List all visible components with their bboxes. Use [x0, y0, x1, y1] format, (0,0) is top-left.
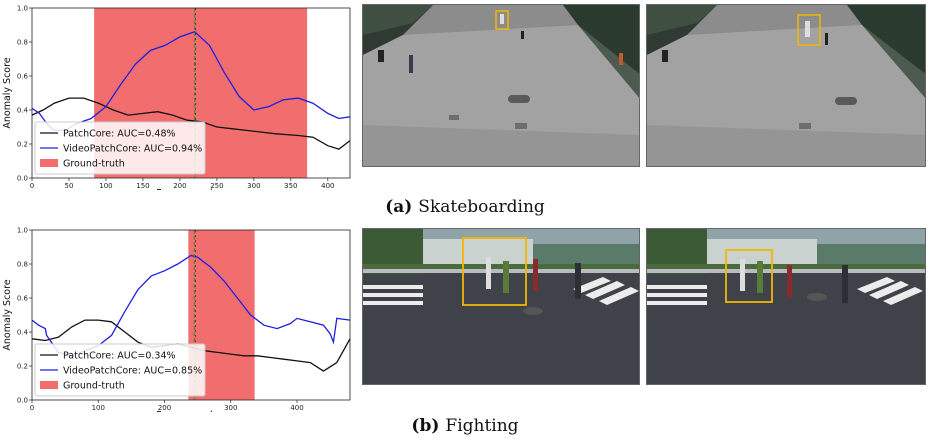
x-axis-label: Frame number — [156, 410, 226, 412]
chart-svg-fighting: 0 100 200 300 400 0.0 0.2 0.4 0.6 0.8 1.0 Frame num… — [2, 227, 351, 412]
plot-frame — [31, 7, 351, 179]
street-scene-image — [363, 5, 639, 166]
x-tick-label: 50 — [65, 182, 74, 190]
x-tick-label: 150 — [136, 182, 149, 190]
legend-swatch-patch — [40, 381, 58, 389]
x-tick-label: 200 — [173, 182, 186, 190]
y-tick-label: 0.0 — [17, 397, 28, 405]
series-line-patchcore — [31, 97, 351, 150]
caption-b: (b) Fighting — [0, 416, 930, 436]
frame-patchcore-fighting — [362, 228, 640, 385]
y-tick-label: 0.2 — [17, 141, 28, 149]
legend-swatch-patch — [40, 159, 58, 167]
y-tick-label: 1.0 — [17, 227, 28, 235]
legend-label: PatchCore: AUC=0.34% — [63, 351, 176, 362]
x-tick-label: 400 — [321, 182, 334, 190]
x-tick-label: 0 — [30, 182, 34, 190]
legend-label: Ground-truth — [63, 381, 125, 392]
x-tick-label: 100 — [99, 182, 112, 190]
y-tick-label: 0.6 — [17, 295, 29, 303]
y-tick-label: 1.0 — [17, 5, 28, 13]
x-tick-label: 250 — [210, 182, 223, 190]
legend-box — [34, 343, 206, 397]
x-tick-label: 350 — [284, 182, 297, 190]
x-tick-label: 100 — [92, 404, 105, 412]
y-tick-label: 0.2 — [17, 363, 28, 371]
caption-a-text: Skateboarding — [418, 197, 545, 217]
y-tick-label: 0.6 — [17, 73, 29, 81]
caption-b-text: Fighting — [445, 416, 519, 436]
chart-svg-skateboarding: 0 50 100 150 200 250 300 350 400 0.0 0.2 0.4 0.6 0.8 1… — [2, 5, 351, 190]
legend-label: VideoPatchCore: AUC=0.85% — [63, 366, 202, 377]
x-tick-label: 300 — [224, 404, 237, 412]
frame-videopatchcore-skateboarding — [646, 4, 926, 167]
x-tick-label: 200 — [158, 404, 171, 412]
caption-a: (a) Skateboarding — [0, 197, 930, 217]
plot-frame — [31, 229, 351, 401]
y-axis-label: Anomaly Score — [2, 57, 13, 128]
y-tick-label: 0.8 — [17, 261, 28, 269]
street-scene-image — [647, 5, 925, 166]
x-tick-label: 400 — [290, 404, 303, 412]
chart-skateboarding: 0 50 100 150 200 250 300 350 400 0.0 0.2 0.4 0.6 0.8 1… — [0, 4, 355, 190]
caption-b-tag: (b) — [411, 416, 440, 436]
x-axis-label: Frame number — [156, 188, 226, 190]
caption-a-tag: (a) — [385, 197, 413, 217]
chart-fighting: 0 100 200 300 400 0.0 0.2 0.4 0.6 0.8 1.0 Frame num… — [0, 226, 355, 412]
y-tick-label: 0.4 — [17, 107, 29, 115]
legend-label: PatchCore: AUC=0.48% — [63, 129, 176, 140]
frame-patchcore-skateboarding — [362, 4, 640, 167]
crosswalk-scene-image — [363, 229, 639, 384]
y-tick-label: 0.8 — [17, 39, 28, 47]
detection-box — [797, 14, 821, 46]
crosswalk-scene-image — [647, 229, 925, 384]
legend-box — [34, 121, 206, 175]
legend-label: Ground-truth — [63, 159, 125, 170]
legend-label: VideoPatchCore: AUC=0.94% — [63, 144, 202, 155]
x-tick-label: 0 — [30, 404, 34, 412]
frame-videopatchcore-fighting — [646, 228, 926, 385]
detection-box — [725, 249, 773, 303]
x-tick-label: 300 — [247, 182, 260, 190]
y-axis-label: Anomaly Score — [2, 279, 13, 350]
y-tick-label: 0.0 — [17, 175, 28, 183]
y-tick-label: 0.4 — [17, 329, 29, 337]
detection-box — [462, 237, 527, 306]
detection-box — [495, 10, 509, 30]
